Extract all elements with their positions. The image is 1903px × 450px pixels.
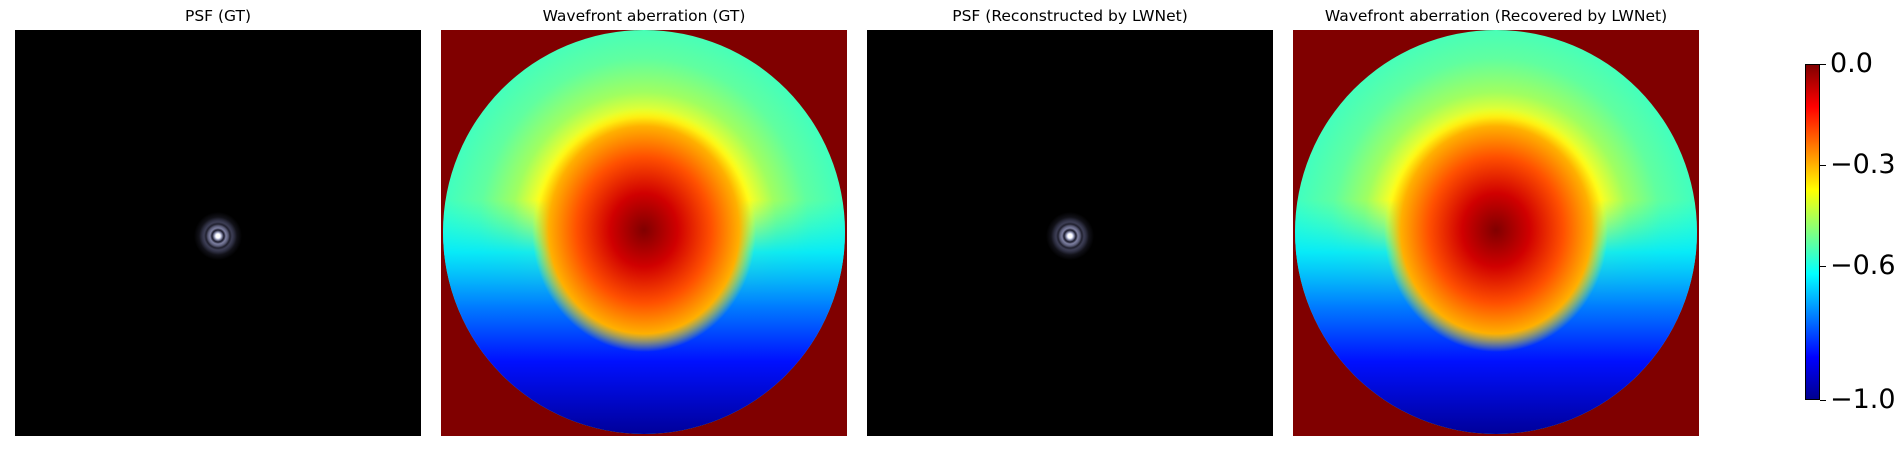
- colorbar-tick: [1820, 400, 1826, 401]
- psf-gt-image: [15, 30, 421, 436]
- wavefront-recovered-title: Wavefront aberration (Recovered by LWNet…: [1324, 7, 1668, 25]
- psf-reconstructed-title: PSF (Reconstructed by LWNet): [952, 7, 1188, 25]
- psf-gt-spot: [194, 212, 242, 260]
- colorbar-tick-label: −1.0: [1830, 384, 1896, 415]
- colorbar-tick: [1820, 266, 1826, 267]
- psf-reconstructed-spot: [1046, 212, 1094, 260]
- colorbar: [1805, 64, 1820, 400]
- colorbar-tick: [1820, 64, 1826, 65]
- wavefront-recovered-image: [1293, 30, 1699, 436]
- wavefront-gt-pupil: [443, 30, 845, 434]
- colorbar-tick-label: −0.3: [1830, 149, 1896, 180]
- wavefront-recovered-pupil: [1295, 30, 1697, 434]
- psf-reconstructed-image: [867, 30, 1273, 436]
- colorbar-tick-label: 0.0: [1830, 48, 1873, 79]
- wavefront-gt-title: Wavefront aberration (GT): [542, 7, 746, 25]
- psf-gt-title: PSF (GT): [184, 7, 252, 25]
- colorbar-tick-label: −0.6: [1830, 250, 1896, 281]
- wavefront-gt-image: [441, 30, 847, 436]
- colorbar-tick: [1820, 165, 1826, 166]
